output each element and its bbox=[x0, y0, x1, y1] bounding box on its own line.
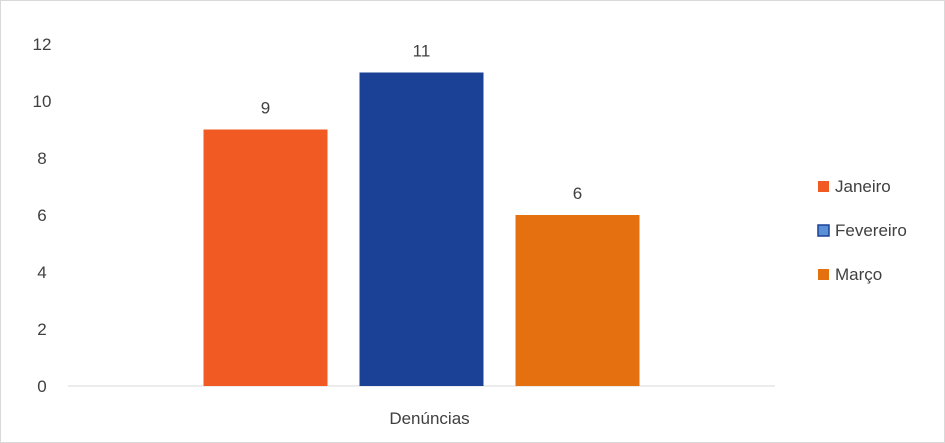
bar-fevereiro bbox=[359, 72, 484, 386]
y-tick-label: 12 bbox=[33, 35, 52, 54]
bars: 9 11 6 bbox=[203, 42, 640, 386]
y-tick-label: 2 bbox=[37, 320, 46, 339]
y-tick-label: 6 bbox=[37, 206, 46, 225]
legend-label: Fevereiro bbox=[835, 221, 907, 240]
bar-janeiro bbox=[203, 129, 328, 386]
y-tick-label: 8 bbox=[37, 149, 46, 168]
data-label: 11 bbox=[413, 42, 431, 61]
legend-label: Março bbox=[835, 265, 882, 284]
y-axis: 0 2 4 6 8 10 12 bbox=[33, 35, 52, 396]
legend: Janeiro Fevereiro Março bbox=[817, 177, 907, 284]
data-label: 6 bbox=[573, 184, 582, 203]
bar-março bbox=[515, 215, 640, 386]
y-tick-label: 4 bbox=[37, 263, 46, 282]
x-axis: Denúncias bbox=[389, 409, 469, 428]
y-tick-label: 10 bbox=[33, 92, 52, 111]
legend-swatch-março bbox=[818, 269, 829, 280]
data-label: 9 bbox=[261, 99, 270, 118]
legend-swatch-janeiro bbox=[818, 181, 829, 192]
x-tick-label: Denúncias bbox=[389, 409, 469, 428]
y-tick-label: 0 bbox=[37, 377, 46, 396]
legend-label: Janeiro bbox=[835, 177, 891, 196]
legend-swatch-fevereiro bbox=[817, 224, 830, 237]
